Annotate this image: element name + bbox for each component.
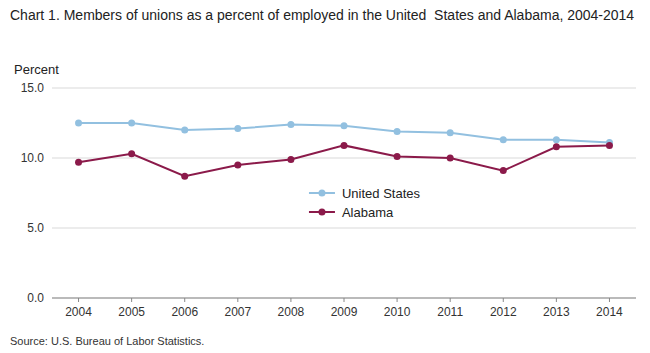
x-tick-label: 2007 [224, 305, 251, 319]
data-point [287, 121, 294, 128]
x-tick [609, 298, 610, 302]
y-tick-label: 5.0 [27, 221, 44, 235]
data-point [553, 136, 560, 143]
legend-marker [318, 190, 325, 197]
legend-label: United States [342, 186, 421, 201]
data-point [181, 173, 188, 180]
chart: 0.0 5.0 10.0 15.0 2004 2005 2006 2007 2008 2009 20… [0, 0, 650, 353]
data-point [553, 143, 560, 150]
plot-area [75, 120, 613, 180]
y-axis-label: Percent [14, 62, 59, 77]
y-tick-label: 0.0 [27, 291, 44, 305]
x-tick [344, 298, 345, 302]
data-point [341, 142, 348, 149]
data-point [234, 125, 241, 132]
data-point [394, 153, 401, 160]
data-point [394, 128, 401, 135]
data-point [75, 120, 82, 127]
data-point [606, 142, 613, 149]
y-tick-label: 10.0 [21, 151, 45, 165]
data-point [287, 156, 294, 163]
x-tick-label: 2008 [278, 305, 305, 319]
series-line [79, 123, 610, 143]
data-point [75, 159, 82, 166]
x-tick [450, 298, 451, 302]
x-tick [503, 298, 504, 302]
y-tick-label: 15.0 [21, 81, 45, 95]
x-tick-label: 2011 [437, 305, 463, 319]
chart-title: Chart 1. Members of unions as a percent … [10, 6, 638, 24]
series-line [79, 145, 610, 176]
x-tick-label: 2014 [596, 305, 623, 319]
x-tick [237, 298, 238, 302]
legend-marker [318, 209, 325, 216]
x-tick-label: 2009 [331, 305, 358, 319]
data-point [234, 162, 241, 169]
data-point [128, 120, 135, 127]
data-point [447, 155, 454, 162]
legend-label: Alabama [342, 205, 394, 220]
x-tick-label: 2010 [384, 305, 411, 319]
x-tick-label: 2013 [543, 305, 570, 319]
data-point [128, 150, 135, 157]
x-tick [184, 298, 185, 302]
grid-line [52, 228, 636, 229]
x-tick [290, 298, 291, 302]
x-tick [556, 298, 557, 302]
x-tick-label: 2012 [490, 305, 517, 319]
data-point [500, 136, 507, 143]
data-point [447, 129, 454, 136]
data-point [341, 122, 348, 129]
x-tick-label: 2006 [171, 305, 198, 319]
x-tick [78, 298, 79, 302]
x-tick [397, 298, 398, 302]
x-tick [131, 298, 132, 302]
grid-line [52, 88, 636, 89]
source-note: Source: U.S. Bureau of Labor Statistics. [10, 335, 204, 347]
data-point [181, 127, 188, 134]
x-tick-label: 2004 [65, 305, 92, 319]
data-point [500, 167, 507, 174]
x-tick-label: 2005 [118, 305, 145, 319]
